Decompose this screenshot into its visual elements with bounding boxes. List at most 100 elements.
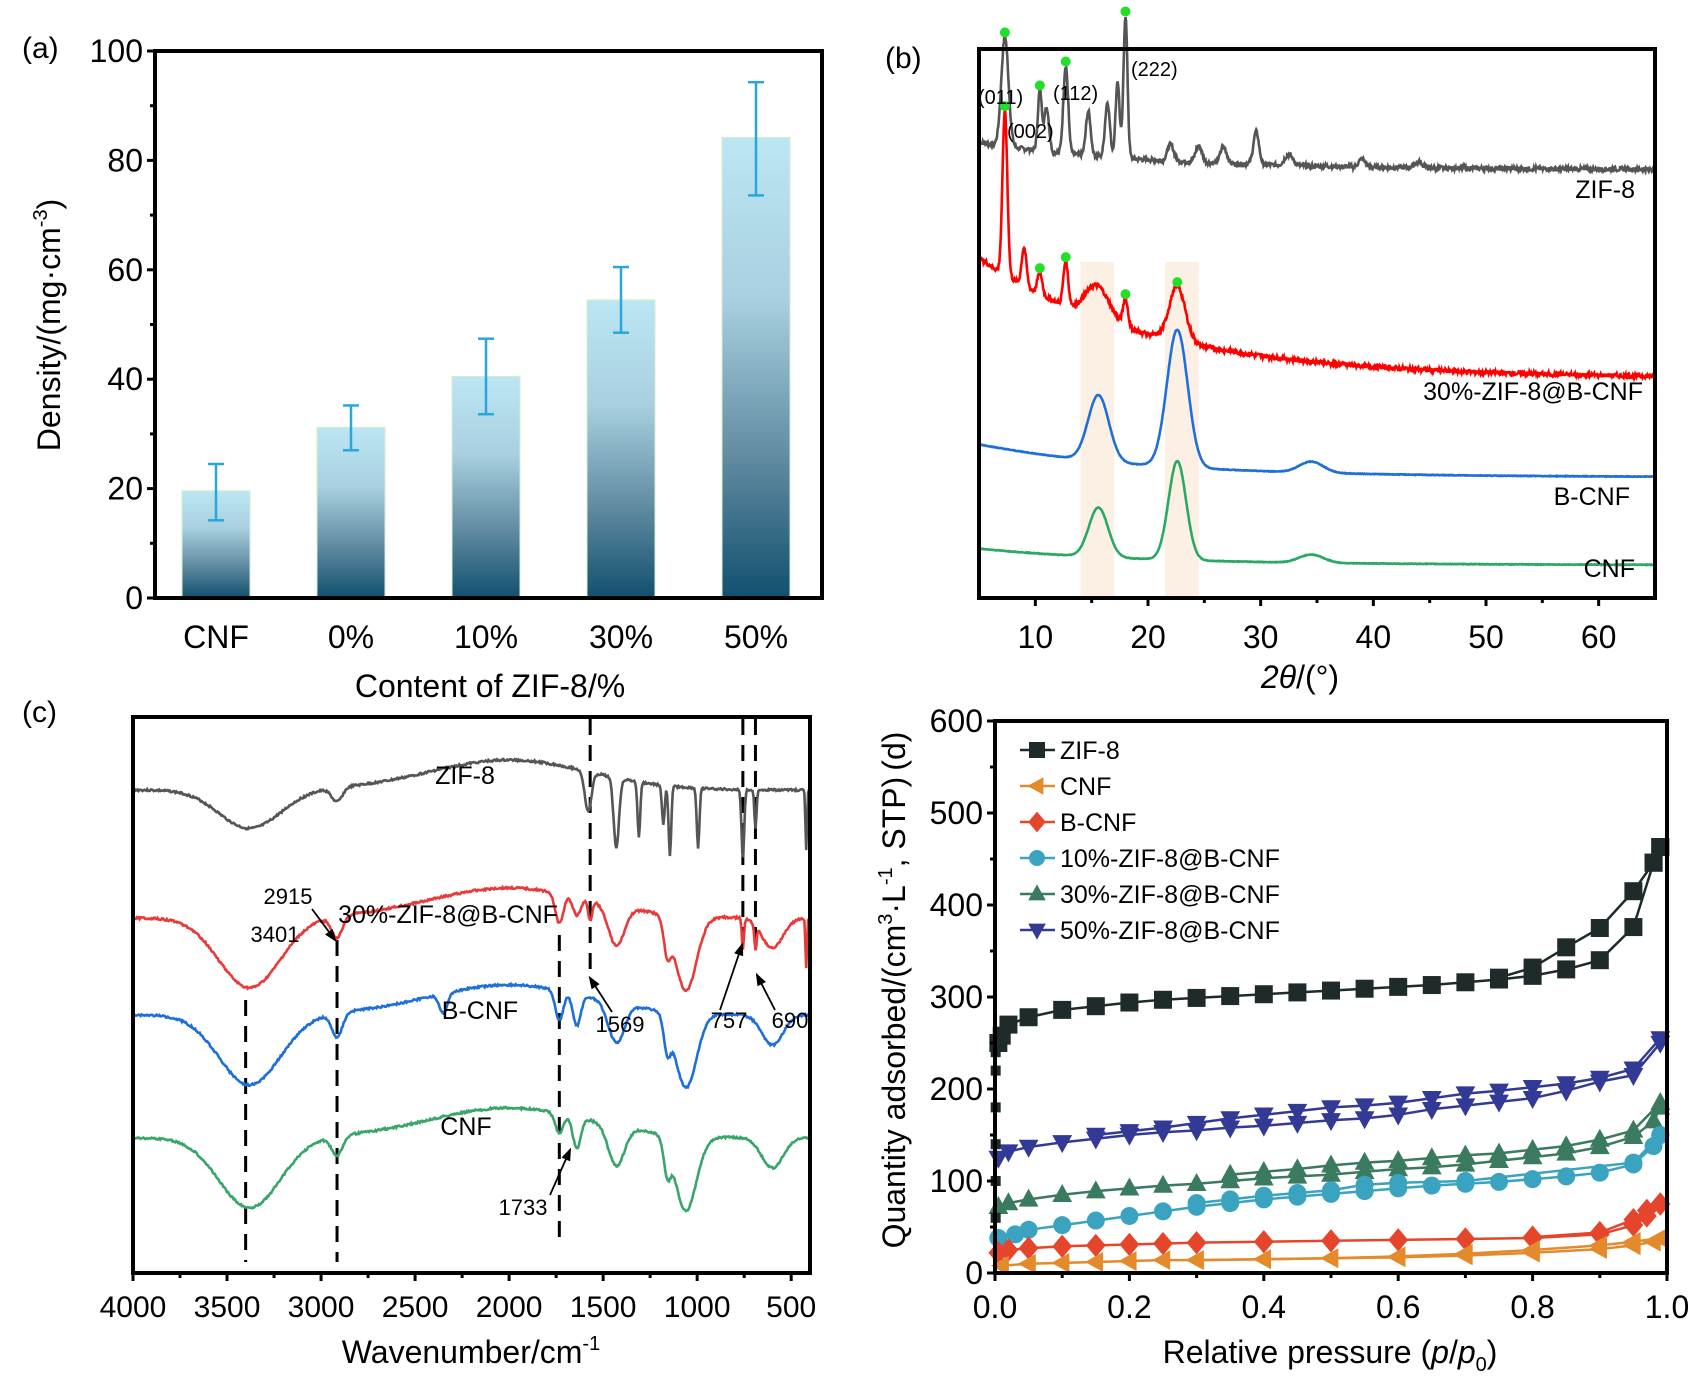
- peak-marker: [1034, 80, 1045, 91]
- marker-square: [1422, 976, 1441, 995]
- marker-triangle-down: [1287, 1115, 1308, 1134]
- marker-diamond: [1253, 1230, 1274, 1254]
- xrd-curves: [977, 16, 1657, 567]
- x-tick-label: 0.6: [1376, 1289, 1420, 1325]
- y-axis-label: Quantity adsorbed/(cm3·L-1, STP)(d): [875, 732, 912, 1249]
- y-axis-label-main: Density/(mg·cm: [31, 227, 67, 451]
- x-axis-label: Relative pressure (p/p0): [1163, 1334, 1498, 1376]
- marker-triangle-down: [1589, 1070, 1610, 1089]
- annotation-arrow: [588, 975, 613, 1013]
- legend-label: 10%-ZIF-8@B-CNF: [1060, 845, 1280, 873]
- error-bar: [343, 404, 359, 452]
- marker-square: [1120, 993, 1139, 1012]
- y-tick-label: 100: [930, 1163, 983, 1199]
- xrd-curve-CNF: [978, 459, 1656, 567]
- marker-triangle-down: [1522, 1091, 1543, 1109]
- marker-square: [1322, 981, 1340, 1000]
- ftir-curve-ZIF-8: [132, 757, 811, 858]
- marker-diamond: [1186, 1230, 1207, 1255]
- marker-diamond: [1636, 1198, 1657, 1223]
- marker-triangle-down: [1421, 1102, 1442, 1121]
- marker-square: [1355, 979, 1374, 998]
- marker-triangle-down: [1186, 1115, 1207, 1134]
- error-bar: [478, 337, 494, 416]
- marker-diamond: [998, 1238, 1019, 1262]
- annotation-690: 690: [772, 1008, 809, 1033]
- annotation-1733: 1733: [499, 1195, 548, 1220]
- marker-triangle-up: [1556, 1135, 1577, 1154]
- marker-circle: [1086, 1211, 1105, 1230]
- x-tick-label: 0%: [328, 619, 374, 655]
- marker-triangle-left: [1085, 1252, 1103, 1272]
- marker-circle: [1019, 1220, 1038, 1239]
- bar-50%: [721, 136, 791, 599]
- marker-circle: [1029, 850, 1045, 866]
- marker-triangle-up: [1253, 1161, 1274, 1179]
- peak-marker: [1172, 277, 1183, 288]
- y-tick-label: 300: [930, 979, 983, 1015]
- peak-marker: [999, 27, 1010, 38]
- axes: 4000 3500 3000 2500 2000 1500 1000 500: [100, 715, 816, 1324]
- annotation-2915: 2915: [264, 884, 313, 909]
- marker-triangle-up: [1052, 1184, 1073, 1202]
- marker-triangle-down: [1321, 1100, 1341, 1119]
- panel-c-ftir-chart: ZIF-8 30%-ZIF-8@B-CNF B-CNF CNF 3401 2915 1733…: [100, 715, 816, 1370]
- marker-triangle-up: [1186, 1172, 1207, 1191]
- x-tick-label: 10: [1018, 619, 1054, 655]
- marker-circle: [1490, 1172, 1508, 1191]
- marker-triangle-left: [1118, 1251, 1137, 1271]
- annotation-arrow: [719, 942, 744, 1011]
- x-tick-label: 40: [1356, 619, 1392, 655]
- peak-marker: [1120, 6, 1131, 17]
- annotation-arrow: [755, 972, 776, 1011]
- y-tick-label: 0: [125, 580, 143, 616]
- marker-circle: [1288, 1183, 1307, 1202]
- marker-diamond: [1018, 1236, 1039, 1260]
- marker-triangle-down: [1354, 1111, 1375, 1130]
- marker-square: [1086, 997, 1105, 1016]
- x-tick-label: 50%: [724, 619, 788, 655]
- marker-triangle-down: [1388, 1095, 1409, 1114]
- xrd-curve-30%-ZIF-8@B-CNF: [977, 107, 1657, 383]
- marker-square: [1053, 1000, 1072, 1019]
- marker-triangle-up: [1119, 1177, 1140, 1196]
- marker-triangle-down: [1220, 1111, 1241, 1130]
- x-tick-label: 3500: [194, 1291, 261, 1324]
- marker-triangle-up: [1489, 1142, 1509, 1161]
- marker-square: [1029, 742, 1045, 758]
- marker-triangle-left: [1649, 1228, 1668, 1248]
- marker-circle: [1590, 1163, 1609, 1182]
- marker-diamond: [1522, 1225, 1543, 1249]
- panel-label-a: (a): [22, 32, 59, 65]
- series-label: CNF: [440, 1113, 491, 1141]
- marker-square: [1590, 919, 1609, 937]
- marker-triangle-down: [1556, 1076, 1577, 1095]
- marker-circle: [1154, 1202, 1172, 1221]
- marker-triangle-up: [1421, 1147, 1442, 1166]
- plot-frame: [131, 715, 812, 1275]
- marker-circle: [1355, 1175, 1374, 1194]
- marker-triangle-up: [1028, 884, 1046, 901]
- x-tick-label: 2500: [382, 1291, 449, 1324]
- annotation-arrow: [311, 908, 337, 943]
- marker-triangle-down: [1522, 1079, 1543, 1098]
- x-axis-label: Content of ZIF-8/%: [355, 668, 625, 704]
- annotation-757: 757: [711, 1008, 748, 1033]
- arrow-head: [734, 942, 744, 957]
- marker-triangle-left: [1027, 777, 1044, 795]
- arrow-shaft: [719, 944, 743, 1011]
- error-bar: [748, 80, 764, 197]
- marker-triangle-down: [1220, 1120, 1241, 1139]
- marker-triangle-down: [1321, 1113, 1341, 1132]
- marker-triangle-up: [1455, 1144, 1476, 1163]
- marker-diamond: [1052, 1234, 1073, 1259]
- peak-marker: [1120, 289, 1131, 300]
- x-axis-label: Wavenumber/cm-1: [342, 1333, 600, 1370]
- marker-circle: [1053, 1216, 1072, 1235]
- x-tick-label: 500: [766, 1291, 816, 1324]
- marker-square: [1557, 960, 1576, 979]
- marker-triangle-down: [998, 1144, 1019, 1163]
- marker-triangle-left: [1051, 1252, 1070, 1273]
- marker-triangle-down: [1287, 1103, 1308, 1122]
